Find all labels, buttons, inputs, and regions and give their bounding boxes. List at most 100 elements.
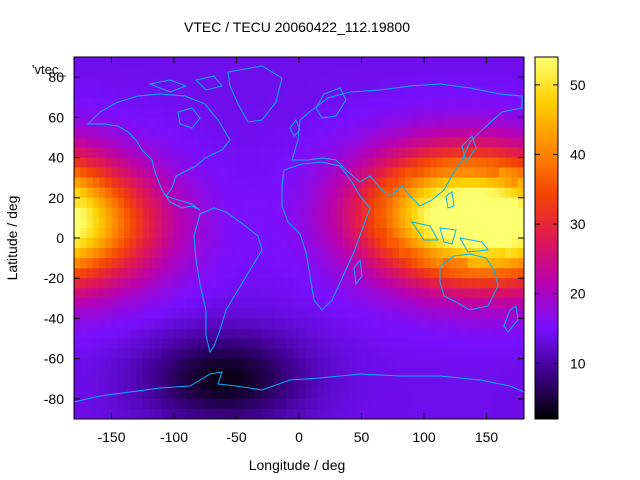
heatmap-cell [174,187,181,199]
heatmap-cell [155,117,163,128]
heatmap-cell [411,167,419,179]
heatmap-cell [317,177,325,189]
heatmap-cell [411,368,419,380]
heatmap-cell [474,238,481,249]
heatmap-cell [142,137,150,149]
heatmap-cell [411,157,419,169]
heatmap-cell [317,77,325,88]
heatmap-cell [505,157,513,169]
heatmap-cell [111,248,119,259]
heatmap-cell [230,378,238,390]
heatmap-cell [255,57,263,68]
heatmap-cell [111,87,119,98]
heatmap-cell [199,238,206,249]
heatmap-cell [355,177,363,189]
heatmap-cell [142,157,150,169]
heatmap-cell [399,348,406,360]
heatmap-cell [161,87,169,98]
heatmap-cell [336,107,344,118]
heatmap-cell [386,298,394,309]
heatmap-cell [74,127,81,139]
heatmap-cell [405,197,413,209]
heatmap-cell [480,197,488,209]
heatmap-cell [136,288,144,299]
heatmap-cell [205,127,213,139]
heatmap-cell [242,137,250,149]
heatmap-cell [130,227,138,239]
heatmap-cell [399,358,406,370]
heatmap-cell [386,268,394,279]
heatmap-cell [380,167,388,179]
heatmap-cell [142,318,150,330]
heatmap-cell [167,348,175,360]
heatmap-cell [374,338,381,350]
heatmap-cell [236,398,244,410]
heatmap-cell [442,308,450,320]
heatmap-cell [280,318,288,330]
heatmap-cell [99,408,106,419]
heatmap-cell [361,67,369,78]
heatmap-cell [255,67,263,78]
heatmap-cell [230,318,238,330]
heatmap-cell [142,67,150,78]
heatmap-cell [124,288,131,299]
heatmap-cell [455,77,463,88]
heatmap-cell [361,117,369,128]
heatmap-cell [249,107,256,118]
heatmap-cell [105,278,113,289]
heatmap-cell [299,338,306,350]
heatmap-cell [280,187,288,199]
heatmap-cell [111,338,119,350]
heatmap-cell [492,408,500,419]
heatmap-cell [311,97,319,108]
heatmap-cell [249,227,256,239]
heatmap-cell [386,207,394,219]
heatmap-cell [449,278,456,289]
heatmap-cell [474,288,481,299]
heatmap-cell [242,117,250,128]
heatmap-cell [286,378,294,390]
heatmap-cell [499,67,506,78]
heatmap-cell [180,368,188,380]
heatmap-cell [249,67,256,78]
heatmap-cell [461,398,469,410]
heatmap-cell [261,358,269,370]
heatmap-cell [274,177,281,189]
heatmap-cell [436,67,444,78]
heatmap-cell [74,147,81,159]
heatmap-cell [367,87,375,98]
heatmap-cell [380,207,388,219]
heatmap-cell [174,147,181,159]
heatmap-cell [436,308,444,320]
heatmap-cell [461,378,469,390]
heatmap-cell [224,268,231,279]
heatmap-cell [317,258,325,269]
heatmap-cell [142,197,150,209]
heatmap-cell [136,217,144,229]
heatmap-cell [299,67,306,78]
heatmap-cell [367,368,375,380]
heatmap-cell [355,67,363,78]
heatmap-cell [242,187,250,199]
heatmap-cell [374,207,381,219]
heatmap-cell [211,97,219,108]
heatmap-cell [499,318,506,330]
heatmap-cell [80,147,88,159]
heatmap-cell [417,217,425,229]
heatmap-cell [467,368,475,380]
heatmap-cell [224,157,231,169]
heatmap-cell [480,258,488,269]
heatmap-cell [442,97,450,108]
heatmap-cell [517,378,524,390]
heatmap-cell [255,217,263,229]
heatmap-cell [374,408,381,419]
heatmap-cell [455,127,463,139]
heatmap-cell [74,227,81,239]
heatmap-cell [449,157,456,169]
heatmap-cell [424,338,431,350]
heatmap-cell [342,258,350,269]
heatmap-cell [311,298,319,309]
heatmap-cell [442,207,450,219]
heatmap-cell [111,278,119,289]
heatmap-cell [80,207,88,219]
